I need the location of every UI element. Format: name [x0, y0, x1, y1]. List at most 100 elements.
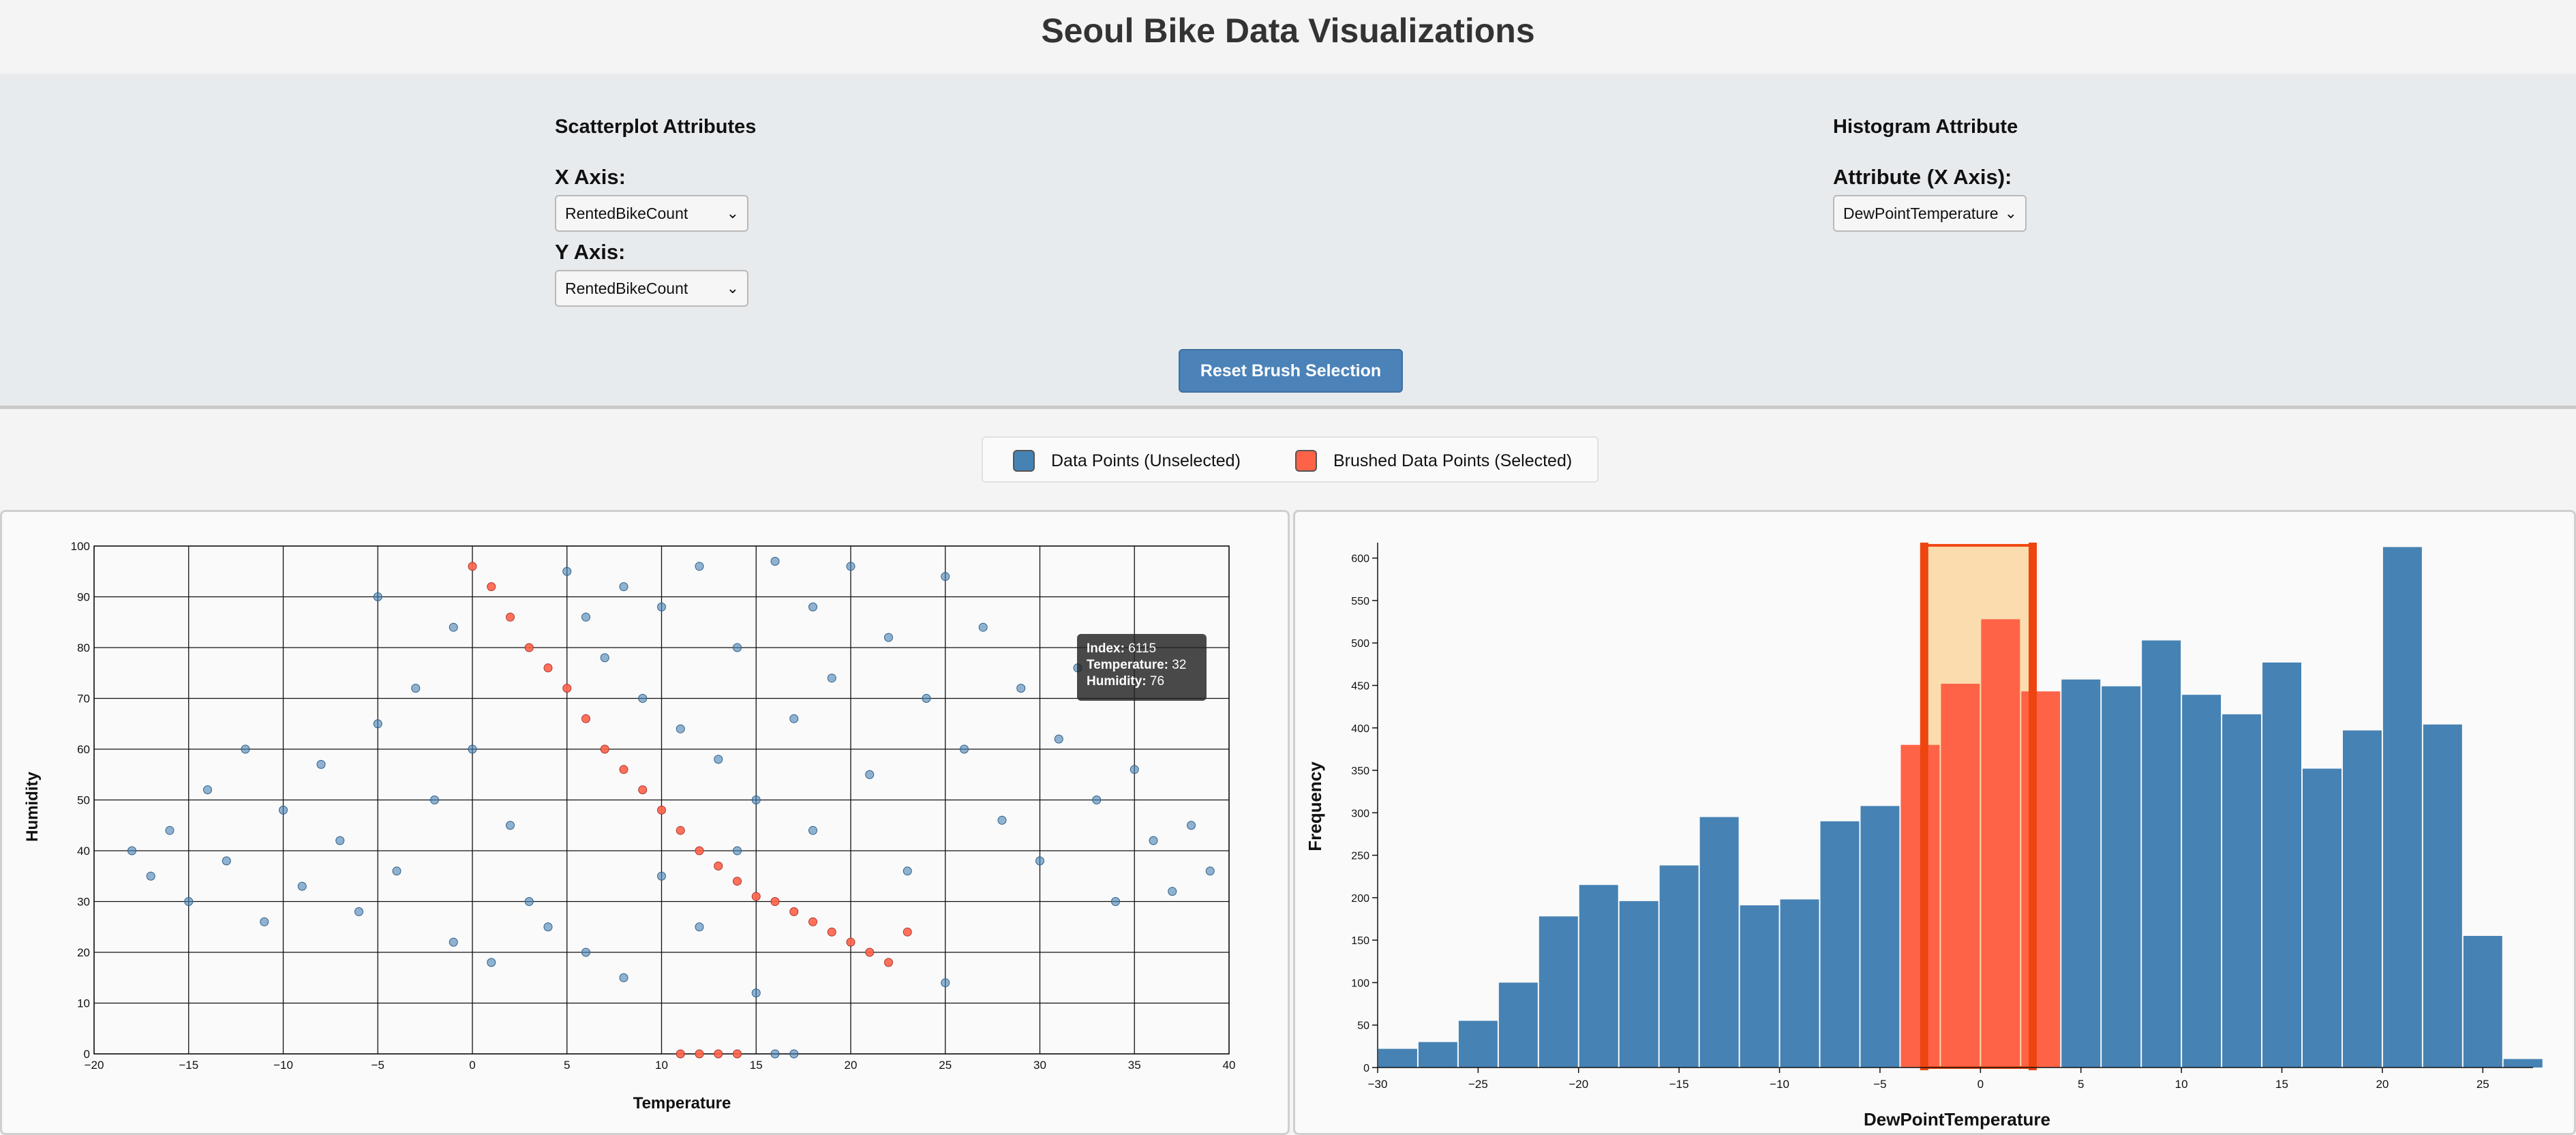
- histogram-bar: [2503, 1059, 2543, 1068]
- histogram-y-tick-label: 300: [1351, 808, 1369, 819]
- histogram-bar: [1941, 684, 1980, 1068]
- scatter-point-unselected: [411, 684, 421, 693]
- histogram-bar: [2142, 640, 2181, 1068]
- scatter-point-unselected: [241, 744, 250, 754]
- scatter-point-selected: [770, 897, 780, 906]
- histogram-y-tick-label: 0: [1363, 1063, 1369, 1074]
- x-axis-select[interactable]: RentedBikeCount ⌄: [555, 195, 748, 232]
- page-title: Seoul Bike Data Visualizations: [1041, 12, 1535, 50]
- histogram-bar: [1860, 806, 1900, 1068]
- histogram-x-tick-label: 5: [2078, 1078, 2084, 1091]
- scatter-point-selected: [865, 948, 875, 957]
- scatter-point-unselected: [581, 612, 590, 622]
- scatter-point-unselected: [543, 922, 553, 932]
- histogram-x-axis-label: DewPointTemperature: [1864, 1109, 2050, 1130]
- scatter-x-tick-label: 25: [939, 1059, 952, 1072]
- scatter-point-unselected: [922, 694, 931, 703]
- scatter-point-unselected: [884, 633, 893, 642]
- histogram-bar: [2423, 724, 2462, 1068]
- scatter-point-unselected: [789, 714, 799, 723]
- histogram-chart[interactable]: −30 −25 −20 −15 −10 −5 0 5 10 15 20 250501001502002…: [1295, 512, 2574, 1133]
- scatter-point-selected: [714, 1049, 723, 1059]
- scatter-point-selected: [676, 826, 685, 835]
- scatter-point-unselected: [770, 1049, 780, 1059]
- histogram-bar: [1619, 901, 1658, 1068]
- scatter-point-unselected: [846, 562, 855, 571]
- x-axis-select-value: RentedBikeCount: [565, 205, 688, 222]
- scatter-x-tick-label: 10: [655, 1059, 668, 1072]
- scatter-point-unselected: [279, 805, 288, 815]
- scatter-point-selected: [543, 663, 553, 673]
- scatter-point-unselected: [733, 846, 742, 856]
- scatter-point-unselected: [638, 694, 648, 703]
- scatter-point-unselected: [392, 866, 401, 876]
- scatter-point-selected: [789, 907, 799, 916]
- histogram-y-tick-label: 550: [1351, 596, 1369, 607]
- histogram-y-tick-label: 100: [1351, 978, 1369, 989]
- scatter-y-tick-label: 100: [71, 540, 90, 553]
- scatter-point-selected: [827, 927, 836, 937]
- tooltip-index-label: Index:: [1087, 641, 1125, 656]
- scatter-point-unselected: [789, 1049, 799, 1059]
- scatter-point-selected: [808, 917, 817, 926]
- scatter-point-unselected: [1054, 734, 1063, 744]
- scatterplot-attributes-heading: Scatterplot Attributes: [555, 116, 757, 138]
- scatter-point-selected: [733, 1049, 742, 1059]
- histogram-bar: [2222, 714, 2262, 1068]
- scatter-point-unselected: [1149, 836, 1158, 845]
- histogram-y-tick-label: 400: [1351, 723, 1369, 735]
- scatter-point-selected: [733, 877, 742, 886]
- scatterplot-chart[interactable]: −20 −15 −10 −5 0 5 10 15 20 25 30 35 40 0 10 20 30 40 50 60…: [2, 512, 1288, 1133]
- histogram-panel: −30 −25 −20 −15 −10 −5 0 5 10 15 20 25 0 50 100 150 200 2…: [1293, 510, 2576, 1135]
- scatter-point-unselected: [449, 937, 458, 947]
- scatter-point-selected: [638, 785, 648, 795]
- scatter-point-unselected: [468, 744, 477, 754]
- histogram-y-tick-label: 250: [1351, 851, 1369, 862]
- histogram-bar: [1981, 619, 2020, 1068]
- histogram-bar: [2021, 691, 2061, 1068]
- histogram-x-tick-label: 25: [2476, 1078, 2489, 1091]
- scatter-point-unselected: [373, 719, 382, 729]
- y-axis-select[interactable]: RentedBikeCount ⌄: [555, 270, 748, 307]
- scatter-point-selected: [676, 1049, 685, 1059]
- scatter-x-tick-label: 40: [1223, 1059, 1236, 1072]
- histogram-y-tick-label: 500: [1351, 638, 1369, 650]
- scatter-point-selected: [884, 958, 893, 967]
- scatterplot-panel: −20 −15 −10 −5 0 5 10 15 20 25 30 35 40 0 10 20 30 40 50 60…: [0, 510, 1290, 1135]
- tooltip-temp-label: Temperature:: [1087, 658, 1169, 672]
- scatter-point-unselected: [430, 796, 439, 804]
- scatter-x-tick-label: 30: [1033, 1059, 1046, 1072]
- histogram-bar: [1780, 899, 1819, 1068]
- chevron-down-icon: ⌄: [726, 279, 739, 297]
- scatter-x-tick-label: −15: [179, 1059, 198, 1072]
- histogram-bar: [2463, 935, 2502, 1068]
- histogram-x-tick-label: 10: [2175, 1078, 2188, 1091]
- brush-handle-right: [2028, 543, 2037, 1070]
- scatter-point-selected: [468, 562, 477, 571]
- scatter-point-selected: [600, 744, 609, 754]
- scatter-y-tick-label: 60: [77, 743, 90, 756]
- tooltip-hum-label: Humidity:: [1087, 674, 1147, 688]
- scatter-x-tick-label: −20: [85, 1059, 104, 1072]
- reset-brush-button[interactable]: Reset Brush Selection: [1179, 349, 1403, 393]
- scatter-point-unselected: [600, 653, 609, 663]
- scatter-point-unselected: [260, 917, 269, 926]
- scatter-point-unselected: [1016, 684, 1026, 693]
- histogram-attribute-select-value: DewPointTemperature: [1843, 205, 1999, 222]
- histogram-x-tick-label: −30: [1368, 1078, 1388, 1091]
- histogram-bar: [1659, 865, 1699, 1068]
- histogram-bar: [1418, 1042, 1457, 1068]
- scatter-point-unselected: [487, 958, 496, 967]
- scatter-point-unselected: [865, 770, 875, 779]
- chevron-down-icon: ⌄: [726, 205, 739, 222]
- scatter-point-unselected: [1205, 866, 1215, 876]
- histogram-attribute-select[interactable]: DewPointTemperature ⌄: [1833, 195, 2027, 232]
- histogram-bar: [1579, 885, 1618, 1068]
- scatter-point-unselected: [562, 566, 572, 576]
- scatter-point-unselected: [297, 881, 307, 891]
- scatter-x-tick-label: 15: [750, 1059, 763, 1072]
- scatter-point-unselected: [827, 674, 836, 683]
- tooltip-hum-value: 76: [1149, 674, 1165, 688]
- scatter-point-unselected: [506, 821, 515, 830]
- histogram-bar: [2382, 547, 2422, 1068]
